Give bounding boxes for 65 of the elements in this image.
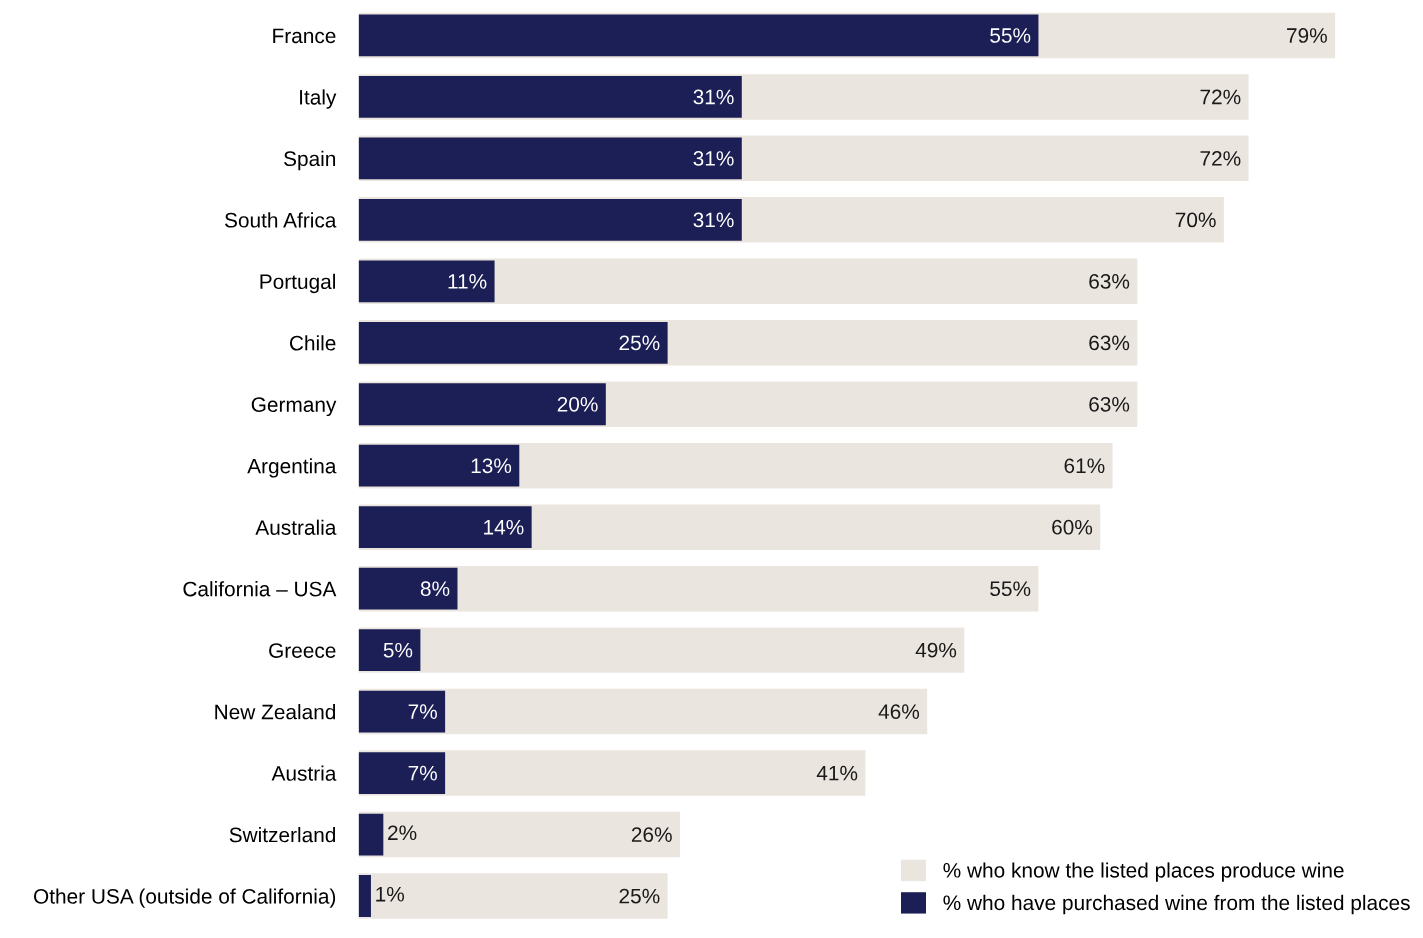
data-label: 79% <box>1287 28 1327 43</box>
y-tick-label: California – USA <box>183 581 337 597</box>
data-label: 41% <box>816 765 858 781</box>
data-label: 63% <box>1089 273 1130 289</box>
y-tick-label: Switzerland <box>229 826 336 843</box>
bar <box>358 811 680 858</box>
bar <box>358 627 965 673</box>
bar <box>358 383 606 426</box>
bar <box>358 260 495 303</box>
data-label: 1% <box>376 886 405 902</box>
data-label: 7% <box>408 704 437 719</box>
bar <box>358 506 532 549</box>
bar <box>358 690 446 733</box>
data-label: 72% <box>1200 151 1241 166</box>
legend-label: % who have purchased wine from the listed places <box>943 894 1410 915</box>
bar <box>358 752 446 794</box>
data-label: 55% <box>990 28 1031 43</box>
data-label: 63% <box>1089 335 1130 351</box>
data-label: 63% <box>1089 396 1130 412</box>
data-label: 25% <box>619 888 660 904</box>
data-label: 2% <box>388 825 417 841</box>
data-label: 25% <box>619 335 660 351</box>
data-label: 31% <box>693 89 734 105</box>
data-label: 70% <box>1175 212 1216 228</box>
bar <box>358 14 1039 57</box>
bar <box>358 321 668 364</box>
bar <box>358 76 742 118</box>
bar <box>358 873 668 919</box>
data-label: 7% <box>408 765 437 781</box>
data-label: 20% <box>557 396 598 412</box>
data-label: 49% <box>915 642 957 658</box>
data-label: 14% <box>484 519 524 535</box>
y-tick-label: Greece <box>269 643 336 658</box>
data-label: 11% <box>448 274 487 289</box>
y-tick-label: Australia <box>255 519 337 535</box>
data-label: 55% <box>990 581 1031 597</box>
y-tick-label: Germany <box>251 397 337 417</box>
data-label: 60% <box>1052 519 1093 535</box>
y-tick-label: New Zealand <box>215 704 336 720</box>
y-tick-label: Austria <box>271 765 337 781</box>
y-tick-label: France <box>273 28 336 44</box>
data-label: 8% <box>420 581 450 597</box>
data-label: 5% <box>383 642 413 658</box>
legend-label: % who know the listed places produce wine <box>943 862 1344 882</box>
bar <box>358 567 458 610</box>
data-label: 46% <box>878 704 920 720</box>
y-tick-label: Spain <box>284 150 336 171</box>
bar <box>358 629 421 672</box>
y-tick-label: Other USA (outside of California) <box>34 888 336 908</box>
data-label: 13% <box>471 458 512 474</box>
data-label: 26% <box>631 827 672 842</box>
y-tick-label: Portugal <box>260 273 335 294</box>
data-label: 31% <box>693 212 734 228</box>
y-tick-label: Argentina <box>247 458 337 478</box>
data-label: 72% <box>1200 89 1241 105</box>
y-tick-label: Chile <box>289 335 336 351</box>
data-label: 61% <box>1064 458 1105 474</box>
bar <box>358 137 742 180</box>
bar <box>358 813 384 856</box>
bar <box>358 198 742 241</box>
bar <box>358 444 520 487</box>
y-tick-label: South Africa <box>224 212 337 228</box>
bar <box>358 875 371 917</box>
data-label: 31% <box>693 151 734 166</box>
y-tick-label: Italy <box>300 89 337 109</box>
